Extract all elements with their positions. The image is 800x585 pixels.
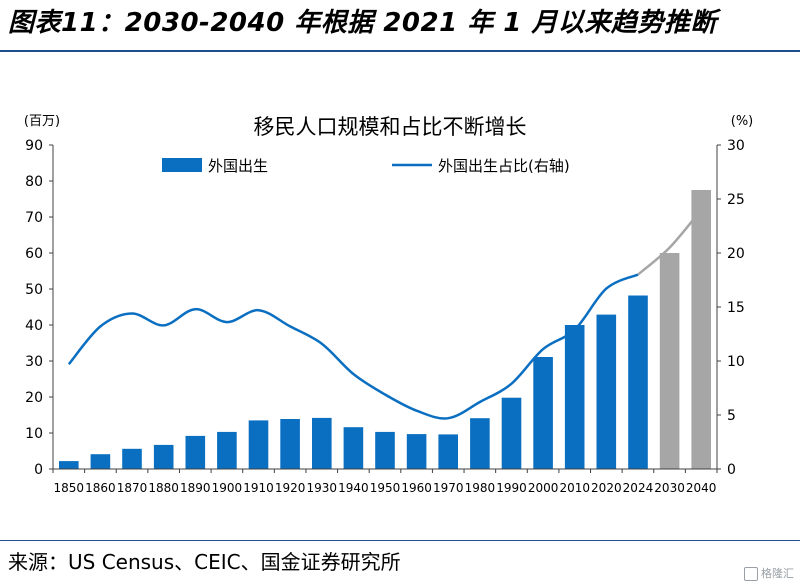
legend-bar-swatch — [162, 158, 202, 172]
bar-1850 — [59, 461, 79, 469]
watermark-logo-icon — [744, 567, 758, 581]
right-tick-label: 5 — [727, 408, 736, 424]
right-tick-label: 10 — [727, 354, 745, 370]
right-tick-label: 25 — [727, 192, 745, 208]
watermark-text: 格隆汇 — [761, 567, 794, 580]
bar-1870 — [122, 448, 142, 469]
right-tick-label: 0 — [727, 462, 736, 478]
x-tick-label: 2040 — [686, 481, 717, 495]
left-tick-label: 20 — [25, 390, 43, 406]
x-tick-label: 1980 — [465, 481, 496, 495]
source-divider — [0, 540, 800, 541]
bar-1880 — [153, 444, 174, 469]
bar-1910 — [248, 420, 269, 469]
line-series — [67, 208, 703, 420]
right-tick-label: 20 — [727, 246, 745, 262]
left-tick-label: 60 — [25, 246, 43, 262]
bar-1950 — [375, 431, 395, 469]
right-tick-label: 15 — [727, 300, 745, 316]
x-tick-label: 1940 — [338, 481, 369, 495]
left-axis-unit: (百万) — [24, 114, 60, 129]
x-tick-label: 1930 — [306, 481, 337, 495]
left-tick-label: 0 — [34, 462, 43, 478]
right-axis-unit: (%) — [731, 114, 754, 129]
x-tick-label: 1960 — [401, 481, 432, 495]
bar-2010 — [564, 325, 585, 469]
legend-line-label: 外国出生占比(右轴) — [438, 157, 570, 175]
legend: 外国出生 外国出生占比(右轴) — [162, 157, 570, 175]
source-note: 来源：US Census、CEIC、国金证券研究所 — [8, 550, 401, 574]
x-tick-label: 1970 — [433, 481, 464, 495]
bar-2030 — [659, 253, 680, 469]
legend-bar-label: 外国出生 — [208, 157, 268, 175]
x-tick-label: 1910 — [243, 481, 274, 495]
x-tick-label: 1950 — [370, 481, 401, 495]
x-tick-label: 1860 — [85, 481, 116, 495]
watermark: 格隆汇 — [744, 565, 794, 581]
bar-1920 — [280, 419, 300, 469]
x-tick-label: 1990 — [496, 481, 527, 495]
figure-title: 图表11：2030-2040 年根据 2021 年 1 月以来趋势推断 — [8, 8, 717, 38]
x-tick-label: 1900 — [212, 481, 243, 495]
x-tick-label: 1880 — [148, 481, 179, 495]
x-tick-label: 1870 — [117, 481, 148, 495]
share-line — [67, 273, 639, 420]
title-divider — [0, 50, 800, 52]
left-tick-label: 80 — [25, 174, 43, 190]
x-tick-label: 2020 — [591, 481, 622, 495]
right-tick-label: 30 — [727, 138, 745, 154]
left-tick-label: 50 — [25, 282, 43, 298]
x-tick-label: 1890 — [180, 481, 211, 495]
bar-2040 — [691, 190, 711, 469]
bar-1890 — [185, 435, 206, 469]
left-tick-label: 70 — [25, 210, 43, 226]
bar-2024 — [628, 295, 648, 469]
bar-2020 — [596, 314, 617, 469]
bar-1960 — [406, 434, 427, 469]
bar-2000 — [533, 357, 553, 469]
bar-1970 — [438, 434, 458, 469]
x-tick-label: 1850 — [54, 481, 85, 495]
x-tick-label: 2000 — [528, 481, 559, 495]
share-line-projected — [637, 208, 703, 276]
x-tick-label: 2010 — [559, 481, 590, 495]
x-tick-label: 2030 — [654, 481, 685, 495]
bar-series — [59, 190, 711, 469]
chart: 移民人口规模和占比不断增长 (百万) (%) 外国出生 外国出生占比(右轴) 0… — [24, 114, 754, 495]
bar-1900 — [217, 431, 237, 469]
x-tick-label: 2024 — [623, 481, 654, 495]
x-tick-label: 1920 — [275, 481, 306, 495]
bar-1980 — [470, 418, 490, 469]
bar-1990 — [501, 397, 522, 469]
bar-1940 — [343, 427, 364, 469]
left-tick-label: 40 — [25, 318, 43, 334]
bar-1860 — [90, 454, 111, 469]
left-tick-label: 30 — [25, 354, 43, 370]
left-tick-label: 90 — [25, 138, 43, 154]
chart-title: 移民人口规模和占比不断增长 — [254, 115, 527, 139]
bar-1930 — [312, 417, 332, 469]
left-tick-label: 10 — [25, 426, 43, 442]
